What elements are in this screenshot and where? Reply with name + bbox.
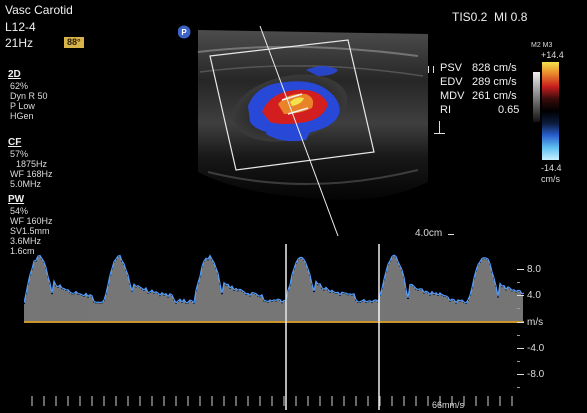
params-pw-title: PW [8, 194, 25, 205]
params-cf-line: 1875Hz [16, 159, 48, 169]
bmode-color-image[interactable]: P [178, 22, 430, 242]
exam-preset-label: Vasc Carotid [5, 3, 73, 17]
params-cf-line: WF 168Hz [10, 169, 53, 179]
sample-volume-gate[interactable] [281, 93, 303, 101]
scale-tick-minor [517, 282, 520, 283]
scale-label-4: 4.0 [527, 290, 541, 301]
scale-tick [517, 374, 524, 375]
params-2d-line: Dyn R 50 [10, 91, 48, 101]
thermal-mechanical-index: TIS0.2 MI 0.8 [452, 10, 528, 24]
scale-unit: m/s [527, 317, 544, 328]
color-box[interactable] [209, 39, 375, 171]
scale-tick-minor [517, 308, 520, 309]
scale-tick-minor [517, 335, 520, 336]
frame-rate-label: 21Hz [5, 36, 34, 50]
scale-label-minus-4: -4.0 [527, 343, 545, 354]
scale-tick-minor [517, 387, 520, 388]
mdv-value: 261 cm/s [472, 90, 517, 102]
scale-label-minus-8: -8.0 [527, 369, 545, 380]
color-scale-max: +14.4 [541, 50, 564, 60]
scale-tick [517, 295, 524, 296]
edv-label: EDV [440, 76, 463, 88]
params-pw-line: WF 160Hz [10, 216, 53, 226]
ri-value: 0.65 [498, 104, 520, 116]
spectral-envelope [24, 254, 524, 305]
sweep-speed-label: 66mm/s [432, 400, 465, 410]
doppler-cursor-line[interactable] [259, 25, 339, 237]
measurements-panel: PSV 828 cm/s EDV 289 cm/s MDV 261 cm/s R… [428, 62, 528, 134]
params-2d-title: 2D [8, 69, 21, 80]
caliper-icon-base [434, 133, 445, 134]
psv-label: PSV [440, 62, 463, 74]
params-pw-line: SV1.5mm [10, 226, 50, 236]
time-axis-ticks [31, 396, 513, 406]
params-cf-title: CF [8, 137, 22, 148]
mdv-label: MDV [440, 90, 465, 102]
color-scale-gray-bar [533, 72, 540, 122]
params-cf-line: 57% [10, 149, 29, 159]
psv-value: 828 cm/s [472, 62, 517, 74]
color-scale-header: M2 M3 [531, 42, 553, 49]
scale-tick [517, 322, 524, 323]
depth-tick [448, 234, 454, 235]
params-cf-line: 5.0MHz [10, 179, 42, 189]
spectral-waveform [24, 254, 524, 322]
params-2d-line: P Low [10, 101, 35, 111]
color-scale-unit: cm/s [541, 174, 560, 184]
angle-badge: 88° [64, 37, 84, 48]
probe-orientation-label: P [181, 28, 187, 37]
params-2d-line: 62% [10, 81, 29, 91]
color-scale-bar [542, 62, 559, 160]
ri-label: RI [440, 104, 451, 116]
spectral-scale: 8.0 4.0 m/s -4.0 -8.0 [517, 244, 587, 410]
params-pw-line: 3.6MHz [10, 236, 42, 246]
probe-label: L12-4 [5, 20, 36, 34]
params-pw-line: 54% [10, 206, 29, 216]
color-scale-min: -14.4 [541, 163, 562, 173]
spectral-doppler-trace[interactable] [24, 244, 524, 410]
depth-label: 4.0cm [415, 228, 443, 239]
edv-value: 289 cm/s [472, 76, 517, 88]
scale-tick [517, 348, 524, 349]
sample-volume-gate[interactable] [287, 107, 309, 115]
scale-tick-minor [517, 361, 520, 362]
params-2d-line: HGen [10, 111, 34, 121]
scale-label-8: 8.0 [527, 264, 541, 275]
params-pw-line: 1.6cm [10, 246, 35, 256]
measurement-marker-icon [428, 66, 434, 73]
probe-orientation-marker [178, 25, 191, 39]
scale-tick [517, 269, 524, 270]
caliper-icon [439, 121, 440, 133]
